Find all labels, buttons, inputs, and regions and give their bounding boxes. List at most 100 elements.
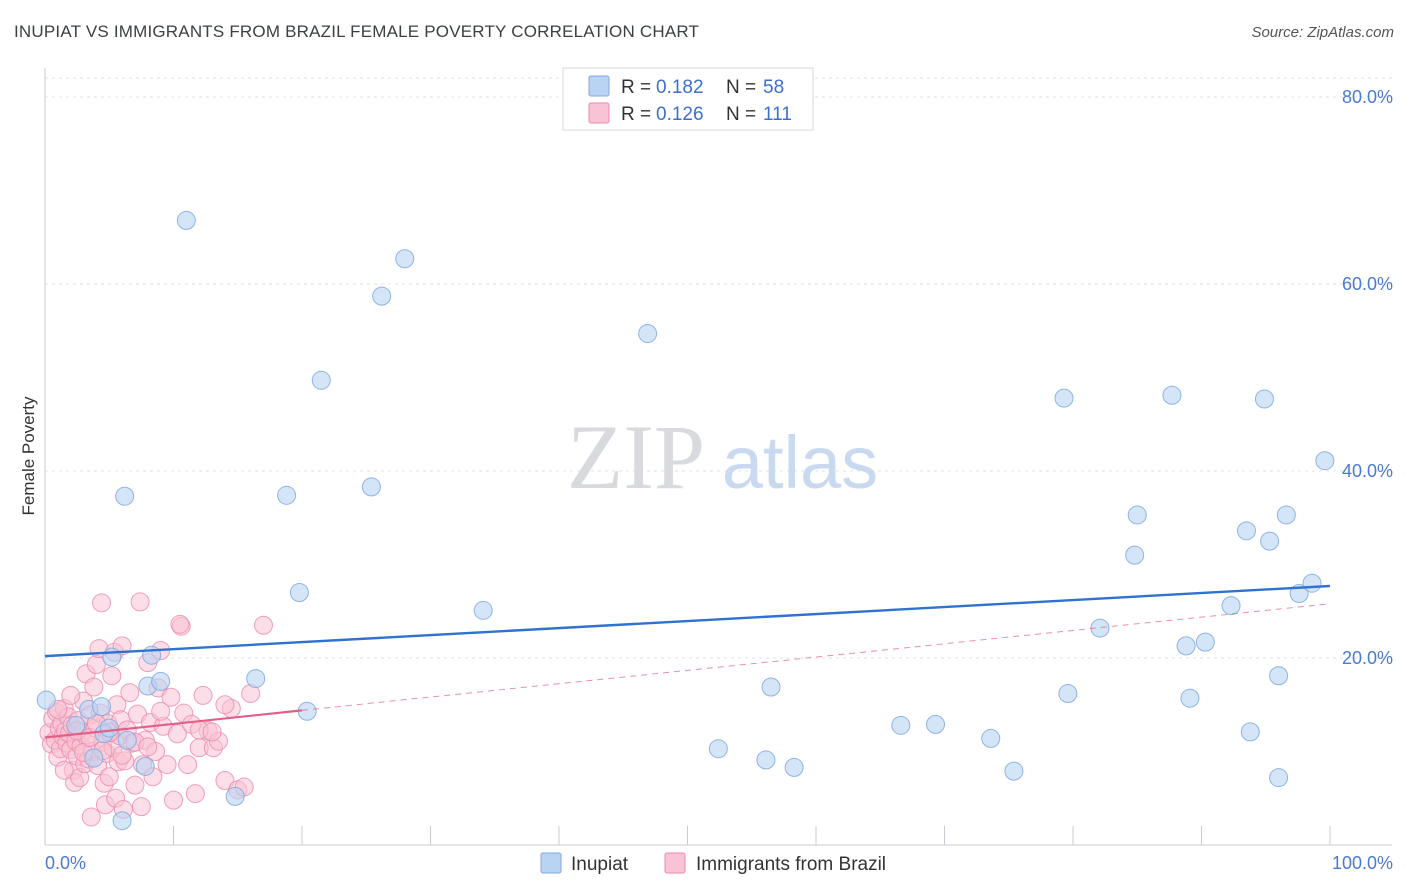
inupiat-point xyxy=(112,811,132,831)
legend-r-value-1: 0.126 xyxy=(656,104,704,125)
brazil-point xyxy=(138,737,158,757)
brazil-point xyxy=(215,770,235,790)
y-tick-label: 40.0% xyxy=(1342,461,1393,481)
brazil-point xyxy=(81,807,101,827)
inupiat-point xyxy=(1127,505,1147,525)
brazil-point xyxy=(253,615,273,635)
brazil-point xyxy=(193,685,213,705)
inupiat-point xyxy=(1260,531,1280,551)
inupiat-point xyxy=(1221,596,1241,616)
inupiat-point xyxy=(66,715,86,735)
source-credit: Source: ZipAtlas.com xyxy=(1251,24,1394,41)
inupiat-point xyxy=(36,690,56,710)
inupiat-point xyxy=(1162,385,1182,405)
brazil-point xyxy=(102,666,122,686)
inupiat-point xyxy=(1176,636,1196,656)
brazil-point xyxy=(120,683,140,703)
inupiat-point xyxy=(1254,389,1274,409)
brazil-point xyxy=(92,593,112,613)
inupiat-point xyxy=(135,756,155,776)
inupiat-point xyxy=(1269,768,1289,788)
bottom-legend-label-brazil: Immigrants from Brazil xyxy=(696,854,886,875)
x-tick-label: 100.0% xyxy=(1332,853,1393,873)
brazil-point xyxy=(202,722,222,742)
brazil-trend-extended xyxy=(301,603,1331,711)
brazil-point xyxy=(131,797,151,817)
watermark: ZIP atlas xyxy=(567,406,878,508)
inupiat-point xyxy=(92,697,112,717)
inupiat-point xyxy=(246,669,266,689)
y-tick-labels: 20.0% 40.0% 60.0% 80.0% xyxy=(1342,87,1393,668)
inupiat-point xyxy=(115,486,135,506)
legend-swatch-inupiat xyxy=(588,75,610,97)
brazil-point xyxy=(61,685,81,705)
inupiat-point xyxy=(395,249,415,269)
legend-r-value-0: 0.182 xyxy=(656,77,704,98)
inupiat-point xyxy=(289,583,309,603)
brazil-point xyxy=(125,775,145,795)
inupiat-point xyxy=(1195,632,1215,652)
inupiat-point xyxy=(756,750,776,770)
inupiat-point xyxy=(1276,505,1296,525)
brazil-point xyxy=(151,701,171,721)
legend-r-label-0: R = xyxy=(621,77,651,98)
inupiat-point xyxy=(1054,388,1074,408)
inupiat-point xyxy=(117,730,137,750)
legend-n-label-0: N = xyxy=(726,77,756,98)
inupiat-point xyxy=(891,715,911,735)
inupiat-point xyxy=(1236,521,1256,541)
brazil-point xyxy=(167,724,187,744)
inupiat-point xyxy=(225,786,245,806)
inupiat-point xyxy=(638,324,658,344)
legend-swatch-brazil xyxy=(588,102,610,124)
inupiat-point xyxy=(311,370,331,390)
inupiat-point xyxy=(361,477,381,497)
brazil-point xyxy=(170,614,190,634)
brazil-point xyxy=(130,592,150,612)
chart-title: INUPIAT VS IMMIGRANTS FROM BRAZIL FEMALE… xyxy=(14,22,700,41)
inupiat-point xyxy=(473,600,493,620)
inupiat-point xyxy=(761,677,781,697)
inupiat-point xyxy=(102,647,122,667)
inupiat-points xyxy=(36,210,1335,831)
watermark-zip: ZIP xyxy=(567,406,705,508)
inupiat-point xyxy=(151,671,171,691)
inupiat-point xyxy=(1058,684,1078,704)
brazil-point xyxy=(84,677,104,697)
trend-lines xyxy=(44,584,1331,739)
inupiat-point xyxy=(1269,666,1289,686)
inupiat-point xyxy=(99,718,119,738)
brazil-point xyxy=(215,695,235,715)
legend-r-label-1: R = xyxy=(621,104,651,125)
brazil-point xyxy=(54,760,74,780)
inupiat-point xyxy=(981,728,1001,748)
legend-n-value-1: 111 xyxy=(763,104,792,125)
inupiat-point xyxy=(926,714,946,734)
gridlines xyxy=(45,77,1392,659)
x-tick-label: 0.0% xyxy=(45,853,86,873)
inupiat-trend-line xyxy=(44,584,1331,658)
watermark-atlas: atlas xyxy=(722,421,878,504)
legend-n-label-1: N = xyxy=(726,104,756,125)
inupiat-point xyxy=(1125,545,1145,565)
bottom-legend-swatch-brazil xyxy=(664,852,686,874)
y-tick-label: 20.0% xyxy=(1342,648,1393,668)
inupiat-point xyxy=(1180,688,1200,708)
y-tick-label: 80.0% xyxy=(1342,87,1393,107)
inupiat-point xyxy=(1004,761,1024,781)
inupiat-point xyxy=(784,757,804,777)
y-axis-label: Female Poverty xyxy=(19,396,38,516)
inupiat-point xyxy=(277,485,297,505)
bottom-legend-swatch-inupiat xyxy=(540,852,562,874)
inupiat-point xyxy=(84,748,104,768)
axes xyxy=(44,68,1392,846)
brazil-point xyxy=(157,755,177,775)
y-tick-label: 60.0% xyxy=(1342,274,1393,294)
brazil-point xyxy=(161,687,181,707)
inupiat-point xyxy=(1302,573,1322,593)
legend-bottom: Inupiat Immigrants from Brazil xyxy=(540,852,886,875)
inupiat-point xyxy=(372,286,392,306)
inupiat-point xyxy=(1240,722,1260,742)
inupiat-point xyxy=(176,210,196,230)
